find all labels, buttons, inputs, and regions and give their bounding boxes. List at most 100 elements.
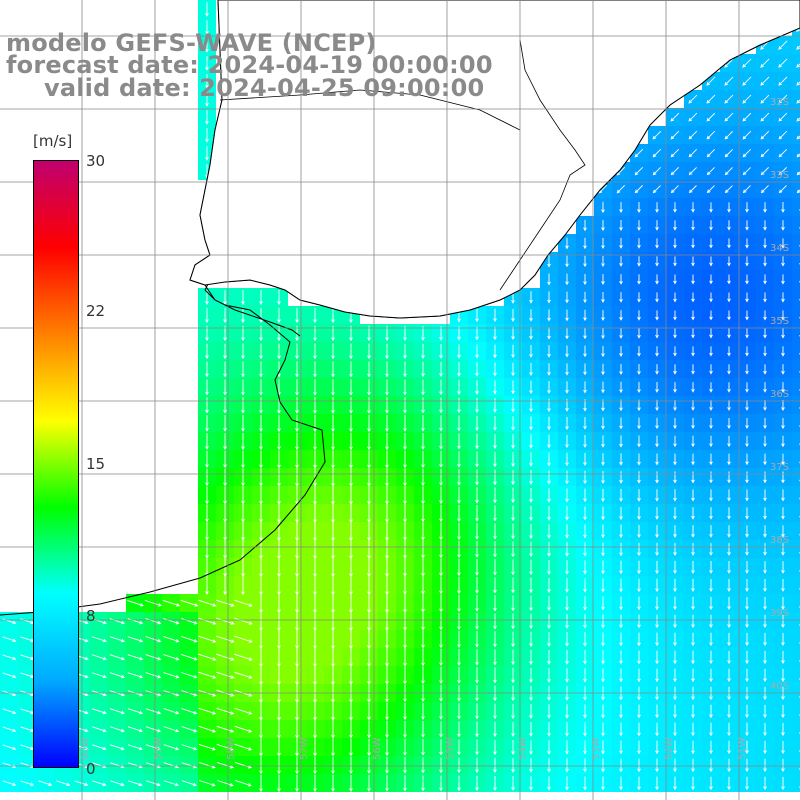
wind-arrow [691,238,695,249]
wind-arrow [529,416,533,431]
wind-arrow [709,722,713,737]
wind-arrow [796,63,800,68]
wind-arrow [331,702,335,721]
wind-arrow [727,740,731,755]
wind-arrow [619,435,623,448]
wind-arrow [241,504,245,523]
wind-arrow [198,707,217,715]
wind-arrow [760,112,770,122]
wind-arrow [529,577,533,594]
wind-arrow [619,542,623,557]
wind-arrow [547,758,551,773]
wind-arrow [385,414,389,433]
lon-label: 57W [299,737,310,760]
wind-arrow [511,469,515,486]
wind-arrow [2,672,17,679]
wind-arrow [709,364,713,375]
wind-arrow [145,618,162,625]
field-cell [792,396,800,414]
wind-arrow [688,185,697,194]
wind-arrow [547,434,551,449]
wind-arrow [565,758,569,773]
wind-arrow [181,780,197,787]
wind-arrow [313,432,317,451]
wind-arrow [583,452,587,467]
wind-arrow [565,596,569,611]
wind-arrow [619,345,623,357]
wind-arrow [745,489,749,502]
wind-arrow [421,558,425,577]
wind-arrow [655,399,659,412]
wind-arrow [349,432,353,451]
wind-arrow [295,720,299,739]
wind-arrow [403,702,407,721]
wind-arrow [709,328,713,339]
wind-arrow [778,167,787,176]
wind-arrow [652,185,661,194]
wind-arrow [763,453,767,466]
wind-arrow [403,757,407,774]
wind-arrow [403,468,407,487]
wind-arrow [385,397,389,414]
wind-arrow [601,776,605,791]
lon-label: 55W [445,737,456,760]
wind-arrow [109,672,125,679]
wind-arrow [709,668,713,683]
wind-arrow [583,632,587,647]
wind-arrow [295,379,299,396]
wind-arrow [403,361,407,378]
wind-arrow [655,382,659,393]
wind-arrow [760,148,770,158]
wind-arrow [673,704,677,719]
wind-arrow [475,344,479,359]
wind-arrow [241,361,245,378]
wind-arrow [421,397,425,414]
wind-arrow [796,135,800,140]
wind-arrow [259,289,263,305]
wind-arrow [277,450,281,469]
wind-arrow [727,256,731,267]
wind-arrow [234,599,253,607]
field-cell [792,216,800,234]
wind-arrow [163,636,180,643]
wind-arrow [421,486,425,505]
wind-arrow [637,650,641,665]
wind-arrow [583,273,587,286]
wind-arrow [565,578,569,593]
wind-arrow [493,380,497,395]
wind-arrow [439,703,443,720]
wind-arrow [583,668,587,683]
wind-arrow [475,667,479,684]
wind-arrow [475,326,479,341]
wind-arrow [529,327,533,340]
wind-arrow [691,668,695,683]
wind-arrow [205,397,209,414]
wind-arrow [691,256,695,267]
wind-arrow [126,600,144,607]
wind-arrow [601,309,605,321]
wind-arrow [439,522,443,541]
wind-arrow [763,328,767,339]
wind-arrow [727,400,731,411]
wind-arrow [637,776,641,791]
wind-arrow [349,379,353,396]
wind-arrow [349,468,353,487]
field-cell [792,36,800,54]
wind-arrow [724,130,734,140]
wind-arrow [583,309,587,322]
wind-arrow [709,274,713,285]
colorbar-unit: [m/s] [33,132,73,150]
wind-arrow [457,469,461,486]
wind-arrow [511,344,515,359]
wind-arrow [745,578,749,592]
wind-arrow [198,635,217,643]
wind-arrow [91,618,107,625]
wind-arrow [457,379,461,396]
wind-arrow [583,237,587,250]
wind-arrow [457,721,461,738]
wind-arrow [601,488,605,503]
wind-arrow [313,468,317,487]
wind-arrow [781,489,785,502]
wind-arrow [763,220,767,231]
wind-arrow [691,382,695,393]
